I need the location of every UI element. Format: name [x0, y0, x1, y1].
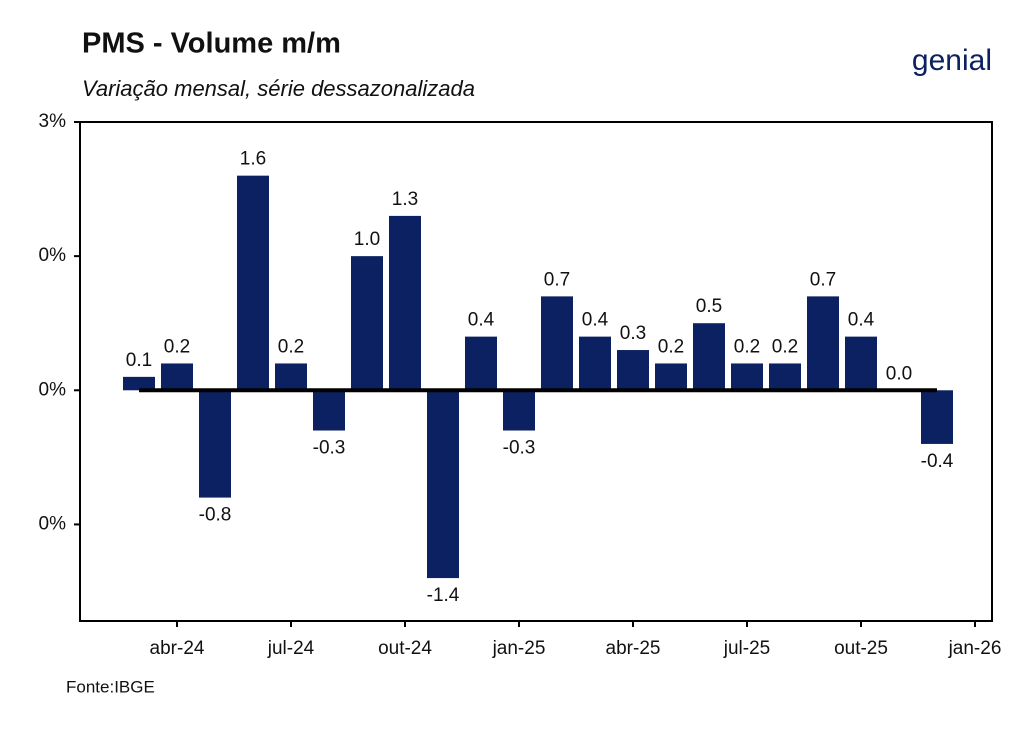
bar	[769, 363, 801, 391]
bar	[845, 336, 877, 391]
value-label: 0.5	[696, 296, 722, 317]
value-label: 0.2	[772, 336, 798, 357]
y-tick-label: 3%	[39, 111, 67, 132]
x-tick-label: jan-26	[948, 638, 1002, 659]
value-label: -0.8	[199, 505, 232, 526]
bar	[655, 363, 687, 391]
bar	[161, 363, 193, 391]
x-tick-label: out-25	[834, 638, 888, 659]
source-note: Fonte:IBGE	[66, 677, 155, 696]
bar	[123, 376, 155, 391]
value-label: 0.7	[544, 269, 570, 290]
plot-frame	[79, 121, 993, 622]
value-label: 0.2	[658, 336, 684, 357]
value-label: 0.4	[582, 310, 609, 331]
y-tick-label: 0%	[39, 245, 67, 266]
value-label: 0.4	[848, 310, 875, 331]
value-label: 1.0	[354, 229, 380, 250]
value-label: 0.2	[734, 336, 760, 357]
bar	[427, 390, 459, 579]
value-label: -0.3	[503, 438, 536, 459]
bar	[465, 336, 497, 391]
bar	[275, 363, 307, 391]
x-tick-label: abr-25	[606, 638, 661, 659]
bar	[731, 363, 763, 391]
bar	[807, 296, 839, 391]
value-label: 0.4	[468, 310, 495, 331]
logo: genial	[912, 44, 992, 77]
value-label: 0.1	[126, 350, 152, 371]
bar	[199, 390, 231, 498]
y-tick-label: 0%	[39, 379, 67, 400]
bar	[237, 175, 269, 391]
bar	[541, 296, 573, 391]
bar	[313, 390, 345, 431]
x-tick-label: jul-25	[723, 638, 770, 659]
chart-subtitle: Variação mensal, série dessazonalizada	[82, 76, 475, 101]
bar	[921, 390, 953, 444]
bar	[579, 336, 611, 391]
bar	[351, 256, 383, 391]
value-label: -1.4	[427, 585, 460, 606]
bar	[693, 323, 725, 391]
chart-title: PMS - Volume m/m	[82, 28, 341, 60]
value-label: 0.2	[164, 336, 190, 357]
value-label: 1.6	[240, 149, 266, 170]
x-tick-label: abr-24	[150, 638, 205, 659]
value-label: 0.7	[810, 269, 836, 290]
bar	[617, 350, 649, 391]
value-label: 0.3	[620, 323, 646, 344]
x-tick-label: jan-25	[492, 638, 546, 659]
value-label: 0.0	[886, 363, 912, 384]
bar	[389, 215, 421, 391]
x-tick-label: out-24	[378, 638, 432, 659]
value-label: -0.3	[313, 438, 346, 459]
value-label: -0.4	[921, 451, 954, 472]
bar	[503, 390, 535, 431]
value-label: 1.3	[392, 189, 418, 210]
x-tick-label: jul-24	[267, 638, 315, 659]
y-tick-label: 0%	[39, 513, 67, 534]
value-label: 0.2	[278, 336, 304, 357]
